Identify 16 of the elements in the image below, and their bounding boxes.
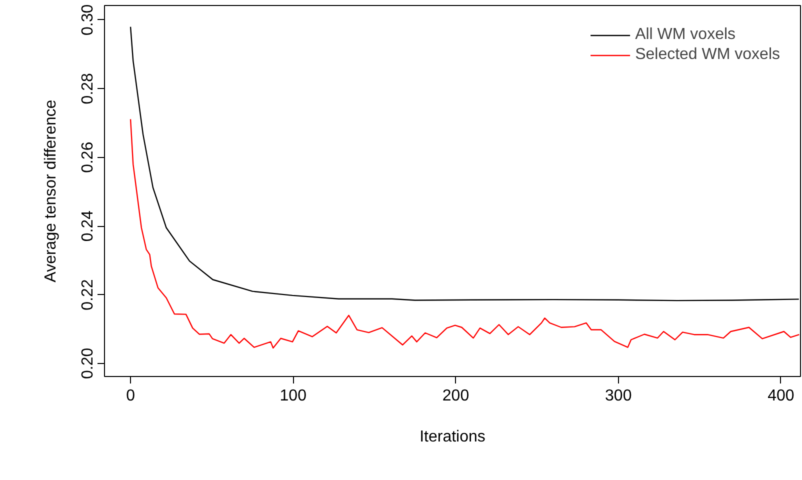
- x-tick-label: 0: [126, 388, 136, 404]
- y-tick-label: 0.22: [80, 279, 96, 310]
- y-tick-label: 0.28: [80, 72, 96, 104]
- y-axis-title: Average tensor difference: [42, 100, 60, 282]
- y-tick-label: 0.20: [80, 348, 96, 380]
- legend-label: All WM voxels: [635, 26, 736, 44]
- y-tick-label: 0.24: [80, 210, 96, 242]
- x-axis-title: Iterations: [420, 428, 486, 446]
- x-tick-label: 300: [605, 388, 632, 404]
- legend-label: Selected WM voxels: [635, 46, 780, 64]
- x-tick-label: 400: [768, 388, 794, 404]
- y-tick-label: 0.26: [80, 142, 96, 173]
- x-tick-label: 100: [280, 388, 307, 404]
- x-tick-label: 200: [442, 388, 470, 404]
- line-series: [130, 118, 800, 349]
- y-tick-label: 0.30: [80, 4, 96, 36]
